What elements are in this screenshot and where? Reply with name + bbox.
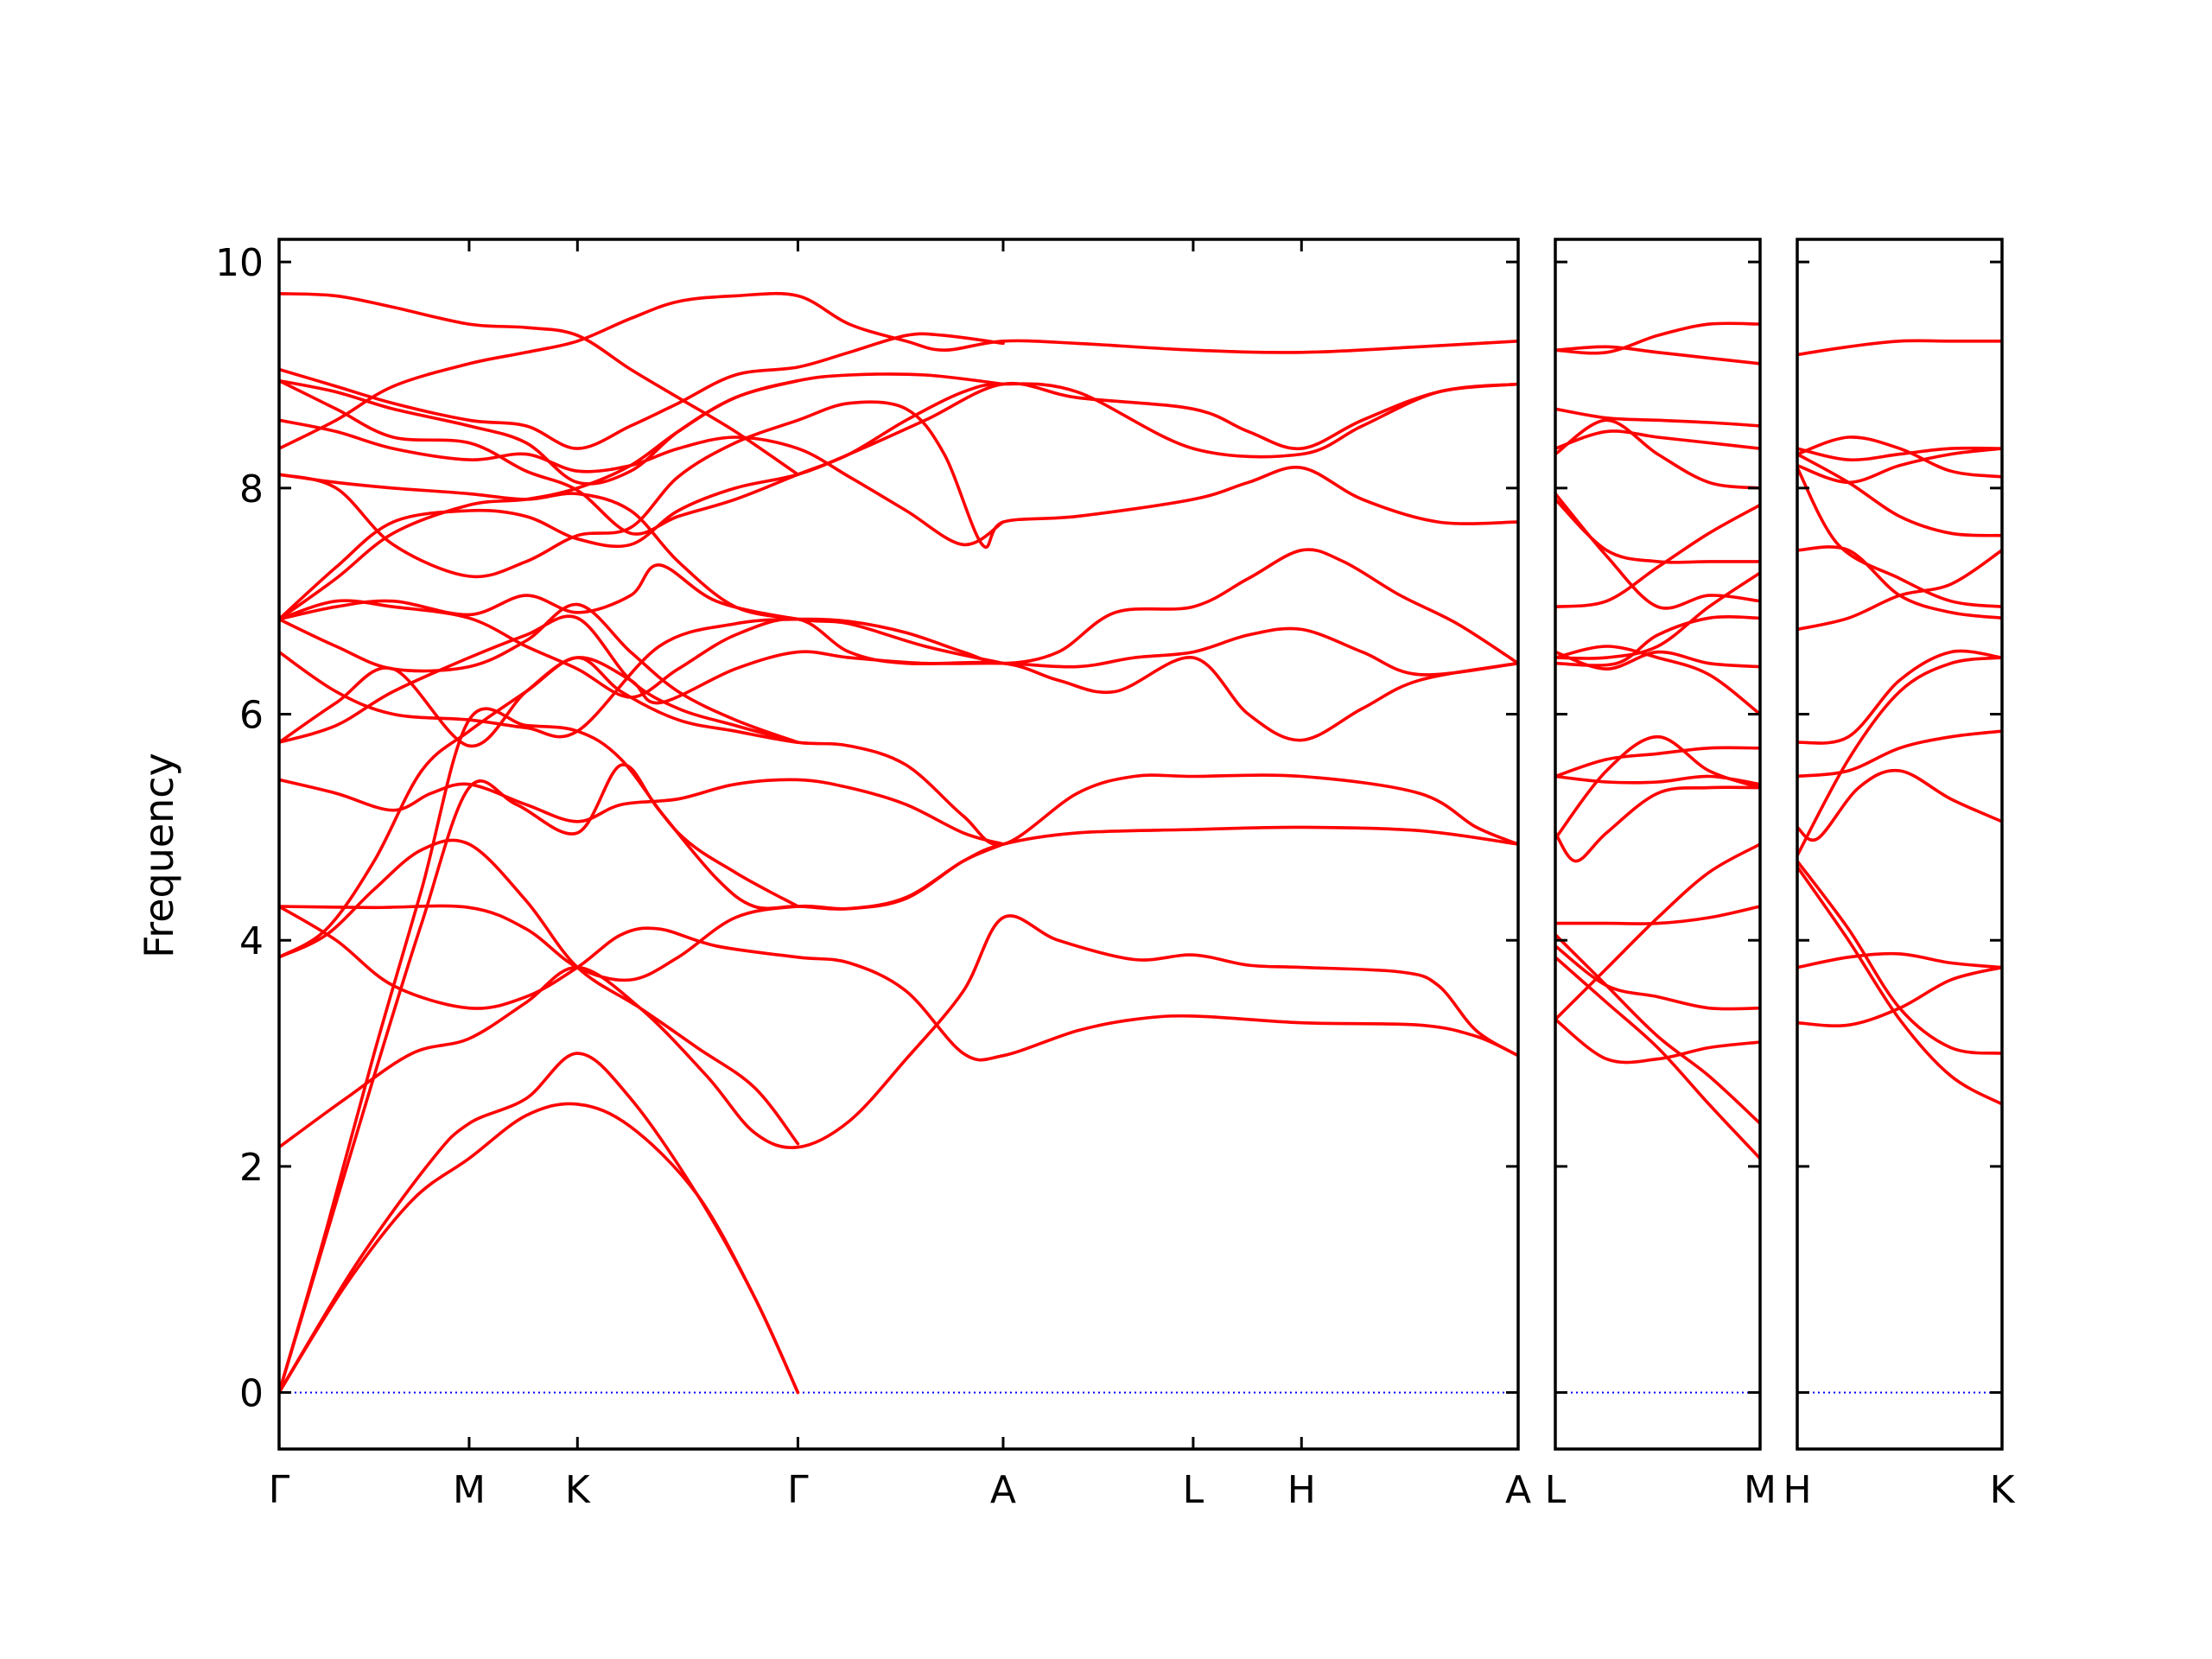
band-line-20 <box>279 400 1518 579</box>
band-line-18 <box>1555 418 1760 490</box>
band-line-23 <box>279 332 1005 450</box>
band-line-15 <box>1555 503 1760 608</box>
y-tick-label: 0 <box>239 1372 264 1416</box>
band-line-15 <box>279 599 1518 742</box>
band-group <box>1555 321 1760 1160</box>
band-line-2 <box>1555 956 1760 1160</box>
band-line-13 <box>1797 435 2002 479</box>
band-line-7 <box>1555 785 1760 863</box>
x-tick-label: A <box>990 1468 1016 1512</box>
panel-frame <box>277 238 1520 1451</box>
panel-1: Γ M K Γ A L H A 0 2 4 6 8 10 <box>215 238 1531 1512</box>
band-line-7 <box>279 842 1005 982</box>
y-tick-label: 2 <box>239 1146 264 1190</box>
band-line-15 <box>1797 447 2002 485</box>
band-line-2 <box>1797 951 2002 969</box>
band-line-6 <box>279 838 800 1146</box>
x-tick-label: Γ <box>787 1468 809 1512</box>
y-axis-label: Frequency <box>136 753 182 958</box>
band-line-3 <box>1555 932 1760 1125</box>
band-line-13 <box>1555 645 1760 716</box>
band-line-17 <box>279 378 800 621</box>
band-line-9 <box>1555 746 1760 779</box>
band-line-5 <box>279 707 800 1395</box>
band-line-10 <box>1555 734 1760 841</box>
band-line-25 <box>279 418 1005 547</box>
band-line-21 <box>279 291 1518 450</box>
band-line-12 <box>279 548 1518 739</box>
band-line-3 <box>1797 859 2002 1055</box>
band-line-6 <box>1797 729 2002 779</box>
band-line-6 <box>1555 905 1760 925</box>
band-line-10 <box>1797 545 2002 620</box>
band-line-11 <box>279 614 800 744</box>
band-line-24 <box>279 372 1005 486</box>
band-line-5 <box>1555 944 1760 1011</box>
y-tick-label: 6 <box>239 694 264 738</box>
x-tick-label: M <box>453 1468 486 1512</box>
band-line-5 <box>1797 768 2002 842</box>
band-line-9 <box>279 656 1518 959</box>
band-line-4 <box>279 763 1518 1395</box>
panel-frame <box>1796 238 2004 1451</box>
band-line-16 <box>279 563 1005 665</box>
x-tick-label: L <box>1183 1468 1205 1512</box>
x-tick-label: K <box>565 1468 591 1512</box>
band-line-21 <box>1555 345 1760 365</box>
x-tick-label: K <box>1990 1468 2016 1512</box>
x-tick-label: A <box>1505 1468 1531 1512</box>
band-line-13 <box>279 602 800 744</box>
band-line-1 <box>279 1102 800 1395</box>
band-line-2 <box>279 1052 800 1395</box>
y-tick-label: 4 <box>239 919 264 963</box>
x-tick-label: H <box>1783 1468 1811 1512</box>
band-line-11 <box>1797 466 2002 608</box>
band-line-4 <box>1555 1018 1760 1065</box>
band-line-26 <box>279 378 1518 536</box>
panel-frame <box>1554 238 1762 1451</box>
band-line-3 <box>279 914 1518 1149</box>
band-line-19 <box>1555 429 1760 450</box>
x-tick-label: L <box>1545 1468 1567 1512</box>
band-group <box>279 291 1518 1395</box>
band-line-19 <box>279 473 800 621</box>
band-line-14 <box>1797 446 2002 462</box>
band-line-8 <box>1797 656 2002 857</box>
band-line-9 <box>1797 549 2002 632</box>
x-tick-label: M <box>1744 1468 1777 1512</box>
band-line-4 <box>1797 865 2002 1106</box>
band-line-17 <box>1555 492 1760 610</box>
x-tick-label: H <box>1287 1468 1316 1512</box>
band-line-8 <box>279 905 1518 1062</box>
band-line-14 <box>279 626 1518 748</box>
band-line-22 <box>279 292 800 476</box>
x-tick-label: Γ <box>269 1468 290 1512</box>
band-line-20 <box>1555 407 1760 428</box>
band-line-12 <box>1555 650 1760 671</box>
band-line-10 <box>279 778 1005 846</box>
band-line-12 <box>1797 452 2002 537</box>
band-line-22 <box>1555 321 1760 355</box>
band-line-7 <box>1797 649 2002 745</box>
band-group <box>1797 339 2002 1106</box>
band-line-1 <box>1555 842 1760 1021</box>
band-line-16 <box>1797 339 2002 357</box>
y-tick-label: 8 <box>239 467 264 512</box>
band-line-14 <box>1555 571 1760 660</box>
y-tick-label: 10 <box>215 241 264 285</box>
